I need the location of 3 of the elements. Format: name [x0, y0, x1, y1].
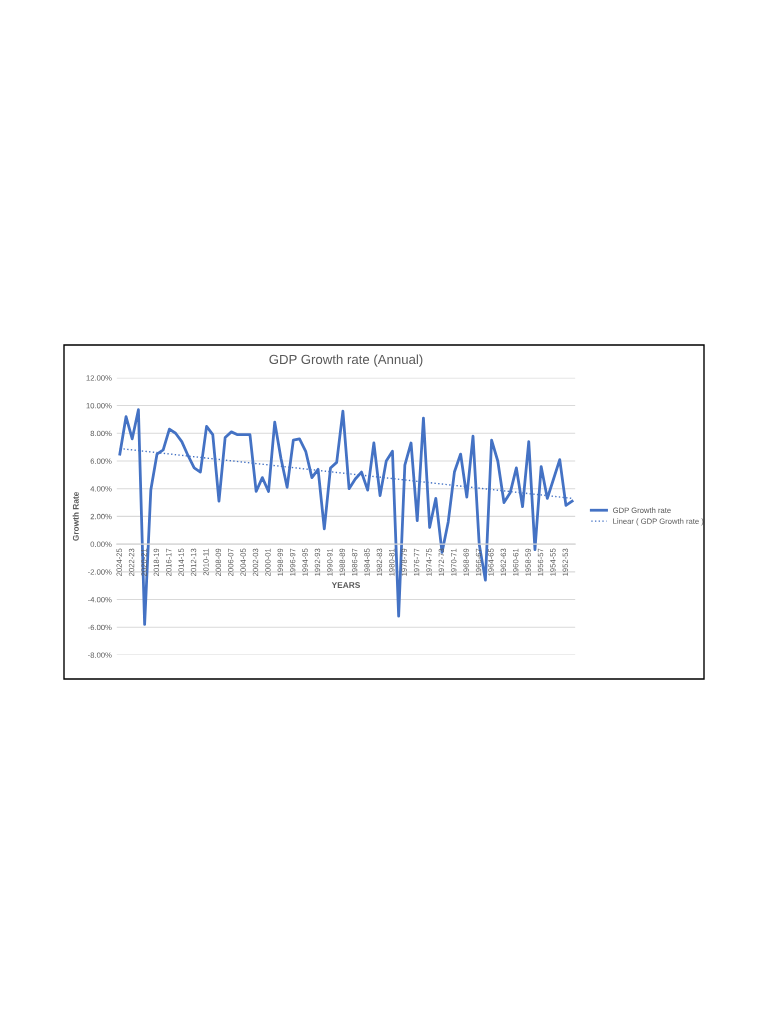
y-axis-title: Growth Rate: [72, 491, 79, 541]
x-axis-title: YEARS: [331, 582, 361, 588]
chart-title: GDP Growth rate (Annual): [269, 354, 423, 367]
